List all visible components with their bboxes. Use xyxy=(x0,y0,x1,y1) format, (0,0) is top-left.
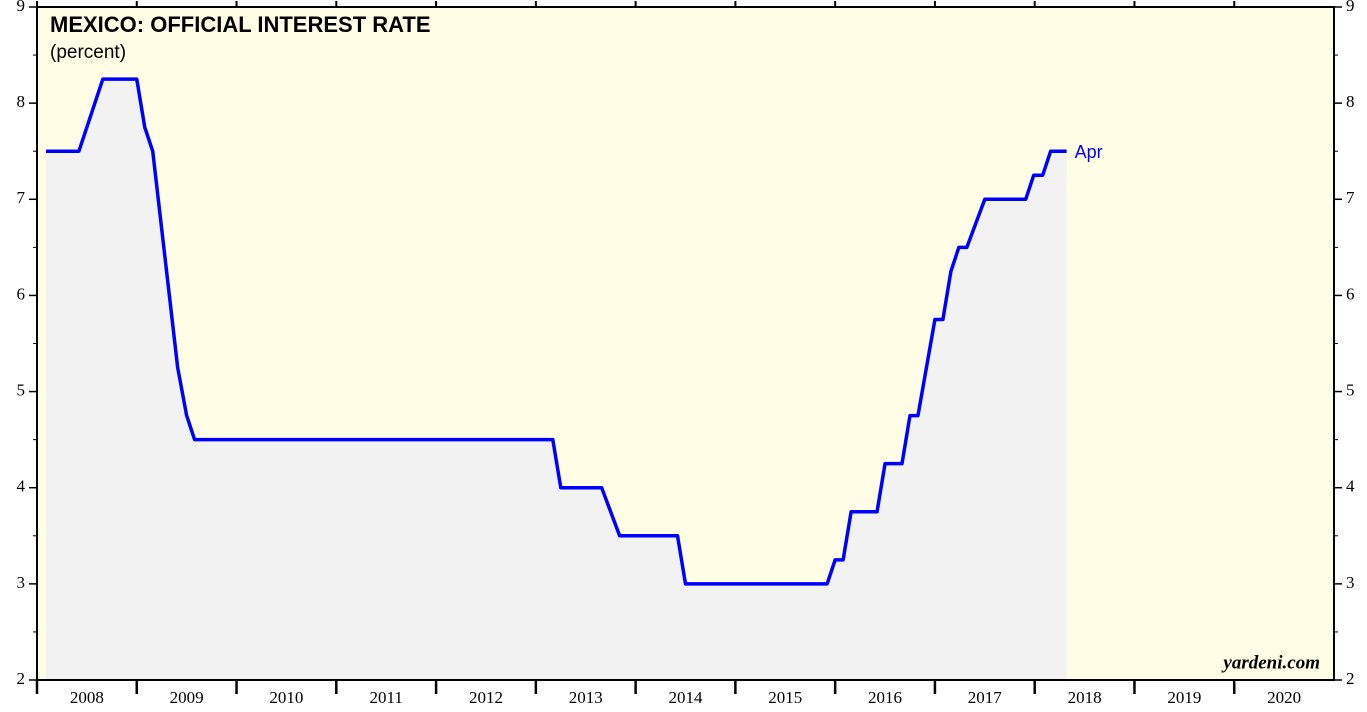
source: yardeni.com xyxy=(1221,652,1320,673)
annotation: Apr xyxy=(1075,142,1103,162)
y-tick-label: 9 xyxy=(17,0,26,15)
x-tick-label: 2011 xyxy=(370,688,403,707)
y-tick-label: 4 xyxy=(17,477,26,496)
x-tick-label: 2008 xyxy=(70,688,104,707)
y-tick-label: 3 xyxy=(17,573,26,592)
area xyxy=(45,79,1067,681)
x-tick-label: 2010 xyxy=(269,688,303,707)
x-tick-label: 2018 xyxy=(1068,688,1102,707)
y2-tick-label: 9 xyxy=(1346,0,1355,15)
y2-tick-label: 2 xyxy=(1346,669,1355,688)
y-tick-label: 8 xyxy=(17,92,26,111)
x-tick-label: 2017 xyxy=(968,688,1003,707)
x-tick-label: 2013 xyxy=(569,688,603,707)
line xyxy=(45,77,1067,586)
y2-tick-label: 3 xyxy=(1346,573,1355,592)
x-tick-label: 2014 xyxy=(669,688,704,707)
x-tick-label: 2015 xyxy=(768,688,802,707)
y2-tick-label: 4 xyxy=(1346,477,1355,496)
y-tick-label: 5 xyxy=(17,380,26,399)
y-tick-label: 6 xyxy=(17,284,26,303)
y2-tick-label: 5 xyxy=(1346,380,1355,399)
y2-tick-label: 6 xyxy=(1346,284,1355,303)
x-tick-label: 2016 xyxy=(868,688,902,707)
marks xyxy=(45,77,1067,681)
y-tick-label: 2 xyxy=(17,669,26,688)
chart-subtitle: (percent) xyxy=(50,42,126,63)
y2-tick-label: 7 xyxy=(1346,188,1355,207)
x-tick-label: 2020 xyxy=(1267,688,1301,707)
chart-title: MEXICO: OFFICIAL INTEREST RATE xyxy=(50,12,431,37)
x-tick-label: 2019 xyxy=(1167,688,1201,707)
y2-tick-label: 8 xyxy=(1346,92,1355,111)
x-tick-label: 2012 xyxy=(469,688,503,707)
x-tick-label: 2009 xyxy=(170,688,204,707)
y-tick-label: 7 xyxy=(17,188,26,207)
